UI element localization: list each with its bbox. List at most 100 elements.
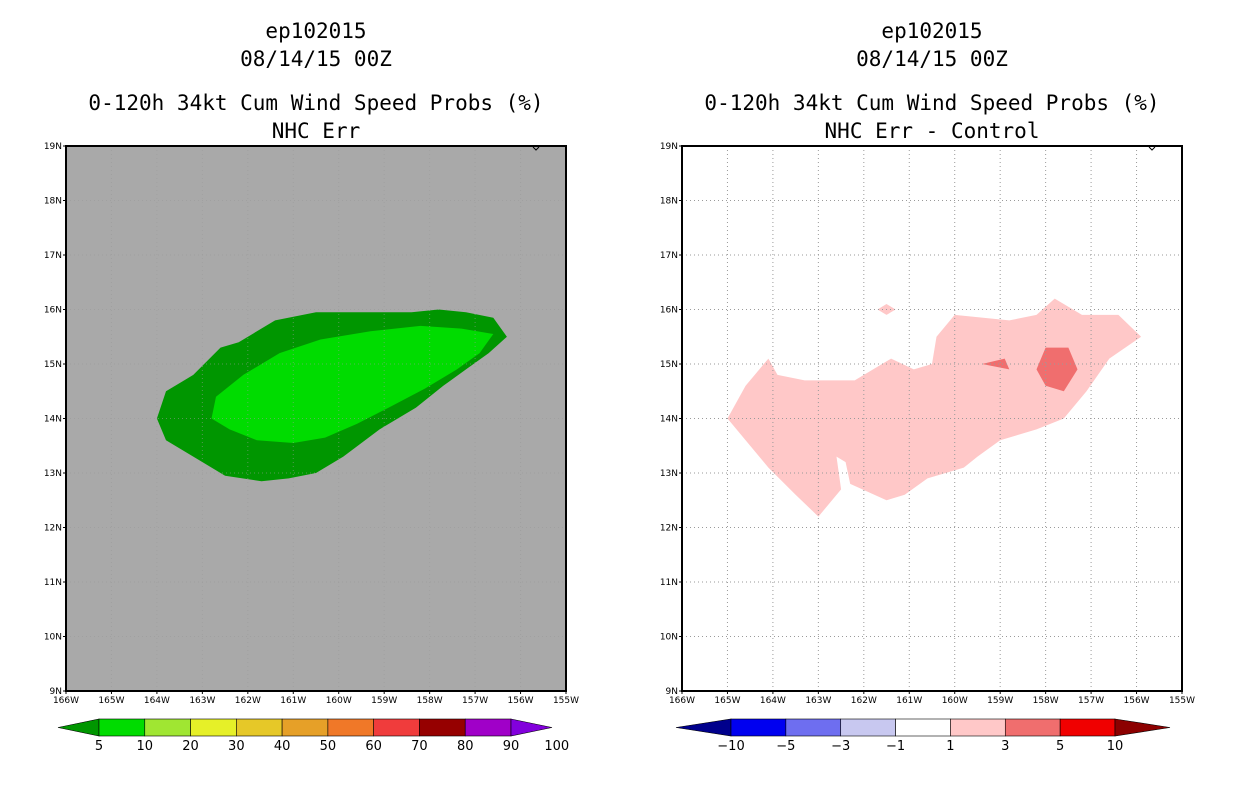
colorbar-swatch bbox=[281, 718, 329, 737]
y-tick-label: 18N bbox=[44, 197, 62, 207]
right-storm-id: ep102015 bbox=[881, 19, 983, 43]
x-tick-label: 160W bbox=[326, 696, 352, 706]
x-tick-label: 165W bbox=[98, 696, 124, 706]
contour-region-3-5-2 bbox=[1036, 347, 1078, 392]
left-datetime: 08/14/15 00Z bbox=[240, 47, 392, 71]
contour-region-1-3-1 bbox=[877, 304, 896, 315]
colorbar-label: 80 bbox=[457, 739, 474, 754]
y-tick-label: 15N bbox=[660, 360, 678, 370]
y-tick-label: 13N bbox=[660, 469, 678, 479]
x-tick-label: 161W bbox=[280, 696, 306, 706]
y-tick-label: 19N bbox=[660, 142, 678, 152]
y-tick-label: 10N bbox=[44, 633, 62, 643]
right-chart-subtitle: NHC Err - Control bbox=[824, 119, 1040, 143]
colorbar-label: 1 bbox=[946, 739, 954, 754]
x-tick-label: 161W bbox=[896, 696, 922, 706]
y-tick-label: 11N bbox=[44, 578, 62, 588]
x-tick-label: 159W bbox=[371, 696, 397, 706]
colorbar-label: −5 bbox=[776, 739, 795, 754]
colorbar-label: 5 bbox=[95, 739, 103, 754]
y-tick-label: 14N bbox=[44, 415, 62, 425]
colorbar-label: 40 bbox=[274, 739, 291, 754]
colorbar-swatch bbox=[144, 718, 191, 737]
colorbar-swatch bbox=[730, 718, 787, 737]
colorbar-high-arrow bbox=[510, 718, 553, 737]
colorbar-swatch bbox=[840, 718, 896, 737]
y-tick-label: 16N bbox=[44, 306, 62, 316]
y-tick-label: 16N bbox=[660, 306, 678, 316]
y-tick-label: 18N bbox=[660, 197, 678, 207]
y-tick-label: 12N bbox=[44, 524, 62, 534]
x-tick-label: 155W bbox=[1169, 696, 1195, 706]
map-frame bbox=[65, 145, 567, 692]
colorbar-swatch bbox=[373, 718, 420, 737]
y-tick-label: 13N bbox=[44, 469, 62, 479]
y-tick-label: 19N bbox=[44, 142, 62, 152]
contour-region-3-5-3 bbox=[982, 358, 1010, 370]
colorbar-swatch bbox=[950, 718, 1006, 737]
x-tick-label: 158W bbox=[417, 696, 443, 706]
colorbar-label: 100 bbox=[544, 739, 569, 754]
x-tick-label: 160W bbox=[942, 696, 968, 706]
colorbar-label: 10 bbox=[1107, 739, 1124, 754]
colorbar-high-arrow bbox=[1114, 718, 1171, 737]
colorbar-label: 5 bbox=[1056, 739, 1064, 754]
colorbar-swatch bbox=[419, 718, 466, 737]
x-tick-label: 162W bbox=[851, 696, 877, 706]
colorbar-swatch bbox=[327, 718, 374, 737]
y-tick-label: 17N bbox=[44, 251, 62, 261]
map-frame bbox=[681, 145, 1183, 692]
x-tick-label: 165W bbox=[714, 696, 740, 706]
y-tick-label: 9N bbox=[666, 687, 678, 697]
x-tick-label: 166W bbox=[53, 696, 79, 706]
x-tick-label: 156W bbox=[508, 696, 534, 706]
right-datetime: 08/14/15 00Z bbox=[856, 47, 1008, 71]
colorbar-swatch bbox=[895, 718, 951, 737]
left-chart-title: 0-120h 34kt Cum Wind Speed Probs (%) bbox=[88, 91, 544, 115]
x-tick-label: 159W bbox=[987, 696, 1013, 706]
x-tick-label: 164W bbox=[144, 696, 170, 706]
left-chart-subtitle: NHC Err bbox=[271, 119, 361, 143]
right-chart-title: 0-120h 34kt Cum Wind Speed Probs (%) bbox=[704, 91, 1160, 115]
map-background bbox=[682, 146, 1182, 691]
colorbar-label: 20 bbox=[182, 739, 199, 754]
island-marker bbox=[1148, 146, 1156, 151]
colorbar-low-arrow bbox=[57, 718, 100, 737]
colorbar-label: 70 bbox=[411, 739, 428, 754]
y-tick-label: 15N bbox=[44, 360, 62, 370]
x-tick-label: 164W bbox=[760, 696, 786, 706]
colorbar-swatch bbox=[1059, 718, 1116, 737]
y-tick-label: 11N bbox=[660, 578, 678, 588]
colorbar-label: 60 bbox=[365, 739, 382, 754]
y-tick-label: 17N bbox=[660, 251, 678, 261]
colorbar-swatch bbox=[785, 718, 842, 737]
colorbar-label: 30 bbox=[228, 739, 245, 754]
contour-region-5-10-0 bbox=[156, 309, 507, 482]
colorbar-label: −1 bbox=[886, 739, 905, 754]
contour-region-10-20-1 bbox=[211, 325, 494, 443]
colorbar-swatch bbox=[190, 718, 237, 737]
colorbar-swatch bbox=[236, 718, 283, 737]
y-tick-label: 12N bbox=[660, 524, 678, 534]
contour-region-1-3-0 bbox=[727, 298, 1142, 517]
colorbar-swatch bbox=[464, 718, 512, 737]
island-marker bbox=[532, 146, 540, 151]
left-storm-id: ep102015 bbox=[265, 19, 367, 43]
x-tick-label: 155W bbox=[553, 696, 579, 706]
x-tick-label: 163W bbox=[189, 696, 215, 706]
colorbar-label: −10 bbox=[717, 739, 744, 754]
map-background bbox=[66, 146, 566, 691]
x-tick-label: 162W bbox=[235, 696, 261, 706]
colorbar-label: 50 bbox=[320, 739, 337, 754]
colorbar-low-arrow bbox=[675, 718, 732, 737]
colorbar-label: 90 bbox=[503, 739, 520, 754]
x-tick-label: 156W bbox=[1124, 696, 1150, 706]
y-tick-label: 9N bbox=[50, 687, 62, 697]
x-tick-label: 158W bbox=[1033, 696, 1059, 706]
x-tick-label: 157W bbox=[462, 696, 488, 706]
y-tick-label: 14N bbox=[660, 415, 678, 425]
colorbar-swatch bbox=[98, 718, 146, 737]
colorbar-swatch bbox=[1004, 718, 1061, 737]
y-tick-label: 10N bbox=[660, 633, 678, 643]
x-tick-label: 163W bbox=[805, 696, 831, 706]
